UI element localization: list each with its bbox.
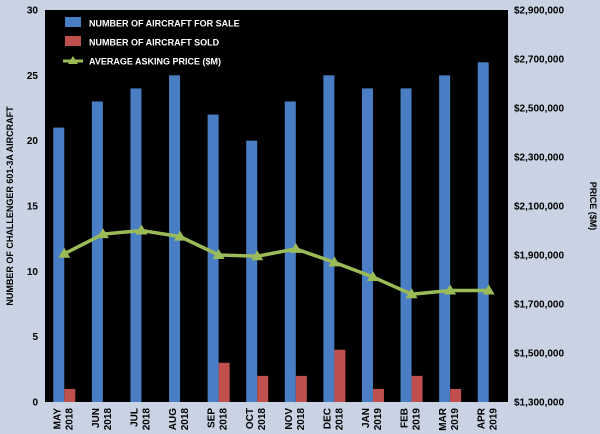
right-tick-label: $2,900,000 xyxy=(514,6,564,17)
left-tick-label: 15 xyxy=(27,202,39,213)
bar-sold xyxy=(372,388,384,402)
bar-sold xyxy=(257,375,269,402)
x-tick-year: 2018 xyxy=(64,408,75,431)
x-tick-year: 2018 xyxy=(257,408,268,431)
legend-label: AVERAGE ASKING PRICE ($M) xyxy=(89,57,221,67)
right-tick-label: $2,700,000 xyxy=(514,55,564,66)
right-tick-label: $2,300,000 xyxy=(514,153,564,164)
price-marker xyxy=(174,230,187,241)
price-marker xyxy=(96,228,109,239)
right-tick-label: $1,500,000 xyxy=(514,349,564,360)
bar-for-sale xyxy=(91,101,103,402)
x-tick-year: 2018 xyxy=(141,408,152,431)
price-marker xyxy=(251,250,264,261)
bar-for-sale xyxy=(323,75,335,402)
left-axis-title: NUMBER OF CHALLENGER 601-3A AIRCRAFT xyxy=(5,106,15,306)
plot-area xyxy=(45,10,508,402)
bars-group xyxy=(53,62,489,403)
bar-for-sale xyxy=(130,88,142,403)
legend-marker xyxy=(68,56,78,64)
price-marker xyxy=(289,242,302,253)
x-tick-month: JUL xyxy=(129,408,140,427)
bar-for-sale xyxy=(284,101,296,402)
price-marker xyxy=(212,249,225,259)
price-marker xyxy=(135,224,148,235)
price-marker xyxy=(444,284,457,295)
right-tick-label: $2,500,000 xyxy=(514,104,564,115)
price-marker xyxy=(405,288,418,299)
right-tick-label: $1,900,000 xyxy=(514,251,564,262)
right-axis-ticks: $1,300,000 $1,500,000 $1,700,000 $1,900,000… xyxy=(514,6,564,409)
bar-sold xyxy=(218,362,230,402)
bar-for-sale xyxy=(477,62,489,403)
bar-for-sale xyxy=(439,75,451,402)
legend-swatch xyxy=(65,17,81,27)
bar-sold xyxy=(450,388,462,402)
price-line xyxy=(63,228,489,296)
bar-sold xyxy=(64,388,76,402)
price-marker xyxy=(366,271,379,282)
x-tick-year: 2019 xyxy=(412,408,423,431)
x-tick-year: 2018 xyxy=(334,408,345,431)
bar-for-sale xyxy=(400,88,412,403)
x-tick-month: NOV xyxy=(284,408,295,430)
x-tick-month: FEB xyxy=(400,408,411,428)
x-tick-month: APR xyxy=(477,407,488,429)
x-tick-year: 2018 xyxy=(296,408,307,431)
bar-sold xyxy=(411,375,423,402)
bar-sold xyxy=(334,349,346,402)
left-tick-label: 30 xyxy=(27,6,39,17)
x-tick-month: MAR xyxy=(438,407,449,431)
right-tick-label: $1,700,000 xyxy=(514,300,564,311)
x-tick-month: OCT xyxy=(245,408,256,429)
left-tick-label: 25 xyxy=(27,71,39,82)
bar-for-sale xyxy=(246,140,258,402)
x-axis-ticks: MAY 2018 JUN 2018 JUL 2018 AUG 2018 SEP 2018 OCT 20… xyxy=(52,407,499,431)
x-tick-month: SEP xyxy=(207,408,218,428)
bar-sold xyxy=(295,375,307,402)
legend-label: NUMBER OF AIRCRAFT FOR SALE xyxy=(89,19,240,29)
x-tick-year: 2019 xyxy=(450,408,461,431)
price-line-group xyxy=(58,224,495,299)
x-tick-year: 2018 xyxy=(219,408,230,431)
price-marker xyxy=(328,256,341,267)
left-tick-label: 5 xyxy=(32,332,38,343)
legend-label: NUMBER OF AIRCRAFT SOLD xyxy=(89,38,220,48)
right-axis-title: PRICE ($M) xyxy=(588,182,598,231)
legend-swatch xyxy=(65,36,81,46)
right-tick-label: $2,100,000 xyxy=(514,202,564,213)
x-tick-month: DEC xyxy=(322,408,333,429)
bar-for-sale xyxy=(361,88,373,403)
x-tick-year: 2019 xyxy=(373,408,384,431)
left-tick-label: 10 xyxy=(27,267,39,278)
x-tick-month: AUG xyxy=(168,408,179,430)
price-marker xyxy=(58,247,71,258)
price-marker xyxy=(482,284,495,295)
x-tick-month: JUN xyxy=(91,408,102,428)
legend: NUMBER OF AIRCRAFT FOR SALE NUMBER OF AIR… xyxy=(63,17,240,67)
left-tick-label: 20 xyxy=(27,136,39,147)
left-tick-label: 0 xyxy=(32,398,38,409)
bar-for-sale xyxy=(169,75,181,402)
x-tick-year: 2018 xyxy=(180,408,191,431)
x-tick-year: 2019 xyxy=(489,408,500,431)
x-tick-year: 2018 xyxy=(103,408,114,431)
right-tick-label: $1,300,000 xyxy=(514,398,564,409)
x-tick-month: JAN xyxy=(361,408,372,428)
left-axis-ticks: 0 5 10 15 20 25 30 xyxy=(27,6,39,409)
x-tick-month: MAY xyxy=(52,408,63,430)
bar-for-sale xyxy=(53,127,65,402)
